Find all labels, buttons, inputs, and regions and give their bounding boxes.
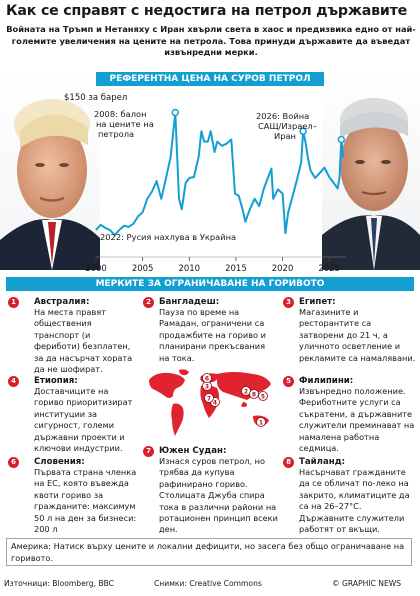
brent-price-chart: 2000 2005 2010 2015 2020 2025 $150 за барел 2…	[64, 93, 346, 274]
measure-title: Етиопия:	[34, 376, 78, 386]
world-map-icon: 1 2 3 4 5 6 7 8	[149, 369, 271, 436]
footer-brand: © GRAPHIC NEWS	[332, 579, 402, 588]
measure-south-sudan: 7 Южен Судан: Изнася суров петрол, но тр…	[143, 446, 278, 536]
y-axis-label: $150 за барел	[64, 93, 127, 103]
marker-6: 6	[8, 457, 19, 468]
annotation-2008: 2008: балон на цените на петрола	[94, 109, 156, 139]
x-tick-label: 2005	[132, 264, 154, 274]
measure-title: Южен Судан:	[159, 446, 227, 456]
measure-egypt: 3 Египет: Магазините и ресторантите са з…	[283, 297, 416, 364]
measure-ethiopia: 4 Етиопия: Доставчиците на гориво приори…	[8, 376, 138, 454]
annotation-2022: 2022: Русия нахлува в Украйна	[100, 232, 236, 242]
marker-4: 4	[8, 376, 19, 387]
x-tick-label: 2025	[318, 264, 340, 274]
measure-text: Насърчават гражданите да се обличат по-л…	[299, 467, 410, 535]
peak-marker	[337, 135, 346, 144]
map-marker-label: 2	[244, 389, 248, 396]
marker-2: 2	[143, 297, 154, 308]
measure-title: Тайланд:	[299, 457, 346, 467]
footer-sources: Източници: Bloomberg, BBC	[4, 579, 114, 588]
marker-1: 1	[8, 297, 19, 308]
marker-5: 5	[283, 376, 294, 387]
measure-text: Пауза по време на Рамадан, ограничени са…	[159, 307, 266, 363]
measure-thailand: 8 Тайланд: Насърчават гражданите да се о…	[283, 457, 416, 535]
map-marker-label: 1	[259, 420, 263, 427]
map-marker-label: 4	[213, 400, 217, 407]
measure-text: Доставчиците на гориво приоритизират инс…	[34, 386, 133, 454]
page-title: Как се справят с недостига на петрол дър…	[6, 3, 408, 19]
map-marker	[249, 389, 259, 399]
page-subtitle: Войната на Тръмп и Нетаняху с Иран хвърл…	[6, 24, 416, 57]
measure-philippines: 5 Филипини: Извънредно положение. Ферибо…	[283, 376, 416, 454]
marker-7: 7	[143, 446, 154, 457]
map-marker-label: 5	[261, 394, 265, 401]
measures-section-header: МЕРКИТЕ ЗА ОГРАНИЧАВАНЕ НА ГОРИВОТО	[6, 277, 414, 291]
annotation-2008-line3: петрола	[98, 129, 134, 139]
measure-title: Словения:	[34, 457, 85, 467]
measure-text: Магазините и ресторантите са затворени д…	[299, 307, 416, 363]
peak-marker	[299, 127, 307, 135]
map-marker	[204, 393, 214, 403]
marker-3: 3	[283, 297, 294, 308]
annotation-2026: 2026: Война САЩ/Израел– Иран	[256, 111, 320, 141]
brent-price-line	[95, 111, 345, 237]
map-marker	[258, 391, 268, 401]
measure-bangladesh: 2 Бангладеш: Пауза по време на Рамадан, …	[143, 297, 273, 364]
peak-marker	[171, 108, 180, 117]
measure-slovenia: 6 Словения: Първата страна членка на ЕС,…	[8, 457, 138, 535]
america-note: Америка: Натиск върху цените и локални д…	[6, 538, 412, 566]
measure-text: Извънредно положение. Фериботните услуги…	[299, 386, 415, 454]
measure-title: Австралия:	[34, 297, 90, 307]
map-marker-label: 8	[252, 392, 256, 399]
map-marker-label: 7	[207, 396, 211, 403]
annotation-2008-line2: на цените на	[96, 119, 154, 129]
x-tick-label: 2000	[85, 264, 107, 274]
map-marker	[256, 417, 266, 427]
x-tick-label: 2010	[178, 264, 200, 274]
netanyahu-portrait	[322, 70, 420, 270]
measure-australia: 1 Австралия: На места правят обществения…	[8, 297, 138, 375]
map-marker-label: 6	[205, 376, 209, 383]
chart-section-header: РЕФЕРЕНТНА ЦЕНА НА СУРОВ ПЕТРОЛ BRENT	[96, 72, 324, 98]
measure-text: На места правят обществения транспорт (и…	[34, 307, 133, 375]
measure-title: Египет:	[299, 297, 336, 307]
measure-text: Изнася суров петрол, но трябва да купува…	[159, 456, 278, 535]
map-marker	[202, 373, 212, 383]
measure-title: Бангладеш:	[159, 297, 220, 307]
x-tick-label: 2015	[225, 264, 247, 274]
footer-photos: Снимки: Creative Commons	[154, 579, 262, 588]
x-tick-label: 2020	[272, 264, 294, 274]
annotation-2008-line1: 2008: балон	[94, 109, 147, 119]
measure-text: Първата страна членка на ЕС, която въвеж…	[34, 467, 137, 535]
marker-8: 8	[283, 457, 294, 468]
trump-portrait	[0, 70, 100, 270]
measure-title: Филипини:	[299, 376, 354, 386]
map-marker-label: 3	[205, 384, 209, 391]
